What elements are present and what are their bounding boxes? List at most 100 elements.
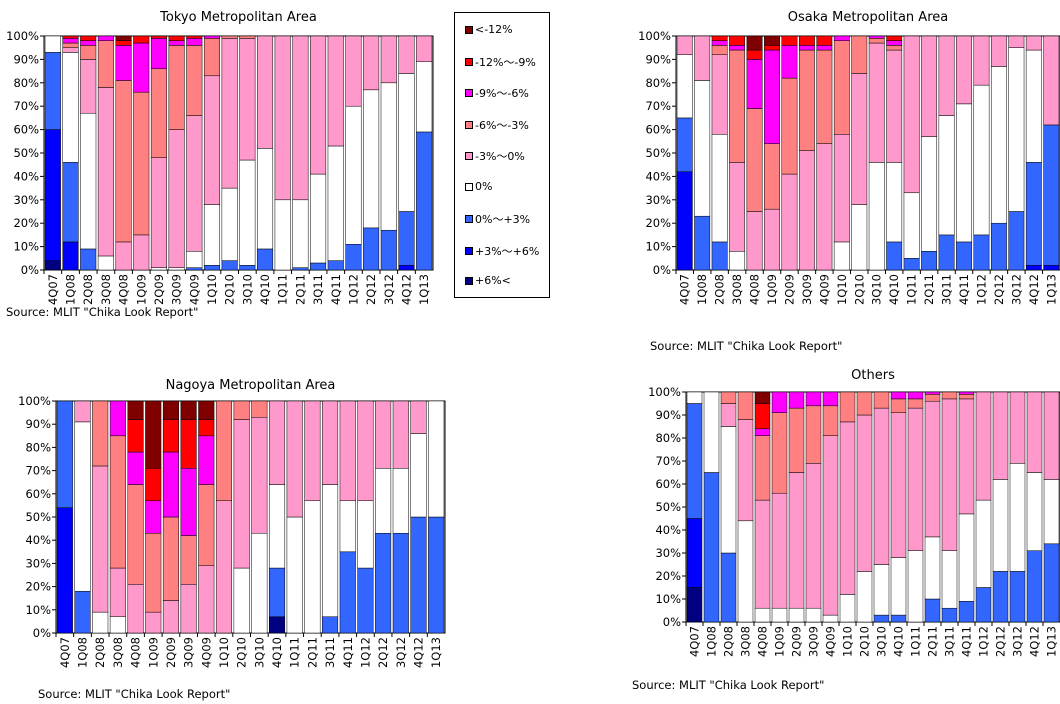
- x-tick-label: 2Q12: [994, 626, 1008, 657]
- bar-segment-m3_0: [180, 584, 197, 634]
- bar-segment-m3_0: [375, 400, 392, 469]
- x-tick-label: 4Q11: [341, 637, 355, 668]
- bar-segment-m3_0: [924, 400, 941, 538]
- bar-segment-m12_m9: [198, 419, 215, 437]
- bar-segment-zero: [1009, 463, 1026, 572]
- x-tick-label: 3Q12: [382, 274, 396, 305]
- bar-segment-m3_0: [109, 567, 126, 618]
- x-tick-label: 2Q11: [922, 274, 936, 305]
- y-tick-label: 40%: [13, 169, 39, 183]
- bar-segment-zero: [92, 611, 109, 634]
- bar-segment-p0_p3: [921, 251, 938, 271]
- bar-segment-zero: [322, 484, 339, 618]
- bar-segment-zero: [233, 567, 250, 634]
- others-chart-title: Others: [851, 368, 895, 383]
- others-source: Source: MLIT "Chika Look Report": [632, 678, 825, 692]
- bar-segment-m9_m6: [798, 45, 815, 51]
- legend-item-m3_0: -3%〜0%: [465, 148, 525, 164]
- bar-segment-m6_m3: [833, 40, 850, 135]
- legend-label: -6%〜-3%: [475, 119, 529, 132]
- x-tick-label: 2Q09: [790, 626, 804, 657]
- bar-segment-m9_m6: [788, 391, 805, 409]
- x-tick-label: 3Q09: [800, 274, 814, 305]
- x-tick-label: 2Q10: [852, 274, 866, 305]
- y-tick-label: 30%: [25, 556, 51, 570]
- bar-segment-m3_0: [975, 391, 992, 501]
- bar-segment-m6_m3: [215, 400, 233, 502]
- bar-segment-m3_0: [392, 400, 409, 469]
- bar-segment-m3_0: [416, 35, 433, 62]
- x-tick-label: 1Q08: [705, 626, 719, 657]
- bar-segment-zero: [941, 550, 958, 609]
- bar-segment-m3_0: [851, 73, 868, 205]
- y-tick-label: 10%: [655, 592, 681, 606]
- bar-segment-m6_m3: [822, 405, 839, 436]
- bar-segment-m3_0: [941, 398, 958, 551]
- legend-swatch: [465, 182, 473, 191]
- bar-segment-m12_m9: [711, 35, 728, 41]
- bar-segment-m9_m6: [924, 391, 941, 395]
- bar-segment-m6_m3: [873, 391, 890, 409]
- others-chart: 0%10%20%30%40%50%60%70%80%90%100%4Q07 1Q0…: [648, 385, 1060, 657]
- bar-segment-p3_p6: [44, 129, 61, 261]
- bar-segment-m12_m9: [729, 35, 746, 46]
- bar-segment-m3_0: [268, 400, 286, 485]
- bar-segment-zero: [375, 468, 392, 534]
- x-tick-label: 4Q07: [58, 637, 72, 668]
- y-tick-label: 70%: [645, 99, 671, 113]
- bar-segment-p0_p3: [339, 551, 356, 634]
- bar-segment-p0_p3: [62, 162, 79, 243]
- bar-segment-m3_0: [310, 35, 327, 175]
- bar-segment-m3_0: [956, 35, 972, 105]
- bar-segment-m3_0: [1008, 35, 1025, 48]
- bar-segment-m6_m3: [805, 405, 822, 464]
- bar-segment-m6_m3: [851, 35, 868, 74]
- x-tick-label: 4Q11: [957, 274, 971, 305]
- y-tick-label: 0%: [653, 263, 671, 277]
- bar-segment-m6_m3: [127, 484, 144, 585]
- bar-segment-m12_m9: [62, 35, 79, 39]
- bar-segment-m12_m9: [754, 403, 771, 430]
- y-tick-label: 80%: [25, 440, 51, 454]
- legend-label: -3%〜0%: [475, 150, 525, 163]
- bar-segment-m6_m3: [150, 68, 167, 158]
- legend-item-m9_m6: -9%〜-6%: [465, 85, 529, 101]
- x-tick-label: 1Q12: [974, 274, 988, 305]
- bar-segment-m6_m3: [711, 45, 728, 55]
- bar-segment-m12_m9: [746, 49, 763, 60]
- x-tick-label: 4Q09: [817, 274, 831, 305]
- bar-segment-m9_m6: [150, 38, 167, 70]
- bar-segment-m3_0: [339, 400, 356, 502]
- bar-segment-zero: [327, 145, 344, 261]
- osaka-chart-title: Osaka Metropolitan Area: [787, 10, 949, 25]
- bar-segment-m9_m6: [781, 45, 798, 79]
- bar-segment-p0_p3: [990, 222, 1007, 271]
- x-tick-label: 3Q09: [807, 626, 821, 657]
- bar-segment-m3_0: [410, 400, 427, 434]
- bar-segment-zero: [1043, 479, 1060, 545]
- x-tick-label: 4Q10: [892, 626, 906, 657]
- x-tick-label: 1Q12: [358, 637, 372, 668]
- bar-segment-m9_m6: [711, 40, 728, 46]
- x-tick-label: 1Q08: [64, 274, 78, 305]
- x-tick-label: 2Q08: [93, 637, 107, 668]
- y-tick-label: 20%: [13, 216, 39, 230]
- nagoya-chart-title: Nagoya Metropolitan Area: [165, 378, 336, 393]
- bar-segment-p0_p3: [428, 516, 445, 634]
- bar-segment-p0_p3: [186, 267, 203, 271]
- bar-segment-p0_p3: [938, 234, 955, 271]
- bar-segment-p0_p3: [711, 241, 728, 271]
- y-tick-label: 20%: [25, 580, 51, 594]
- bar-segment-m6_m3: [97, 40, 114, 88]
- x-tick-label: 4Q07: [688, 626, 702, 657]
- legend-label: +6%<: [475, 274, 511, 287]
- bar-segment-m3_0: [239, 38, 256, 161]
- bar-segment-zero: [286, 516, 303, 634]
- x-tick-label: 2Q11: [305, 637, 319, 668]
- bar-segment-lt_m12: [115, 35, 132, 41]
- bar-segment-zero: [856, 571, 873, 623]
- bar-segment-p0_p3: [676, 117, 693, 172]
- x-tick-label: 1Q09: [146, 637, 160, 668]
- legend-label: +3%〜+6%: [475, 245, 540, 258]
- legend-swatch: [465, 276, 473, 285]
